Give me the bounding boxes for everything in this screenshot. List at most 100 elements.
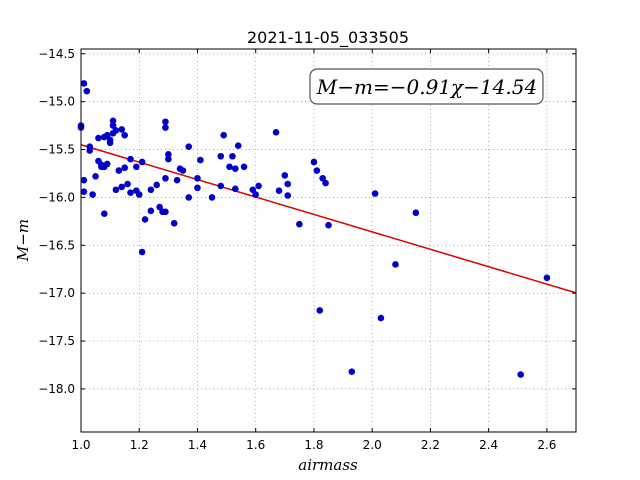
data-point — [255, 182, 262, 190]
data-point — [392, 261, 399, 268]
annotation-box: M−m=−0.91χ−14.54 — [309, 68, 544, 105]
data-point — [118, 126, 126, 133]
data-point — [377, 314, 385, 322]
data-point — [162, 124, 169, 131]
data-point — [115, 167, 123, 174]
data-point — [165, 155, 172, 163]
data-point — [170, 219, 178, 227]
y-tick-label: −15.5 — [38, 143, 75, 157]
data-point — [173, 176, 181, 184]
data-points — [77, 80, 551, 378]
data-point — [83, 87, 91, 95]
data-point — [112, 186, 120, 194]
data-point — [133, 163, 140, 171]
data-point — [103, 131, 111, 139]
data-point — [179, 167, 187, 174]
data-point — [217, 152, 225, 160]
data-point — [281, 172, 289, 179]
data-point — [165, 151, 172, 158]
data-point — [135, 191, 143, 198]
data-point — [124, 180, 131, 188]
data-point — [103, 160, 111, 168]
y-tick-label: −18.0 — [38, 382, 75, 396]
data-point — [185, 143, 193, 150]
data-point — [517, 371, 524, 378]
data-point — [240, 163, 248, 171]
data-point — [106, 139, 114, 147]
data-point — [80, 176, 88, 184]
data-point — [80, 188, 88, 195]
data-point — [284, 192, 292, 199]
data-point — [112, 127, 120, 134]
data-point — [543, 274, 551, 282]
data-point — [138, 158, 146, 166]
plot-area-frame — [80, 48, 577, 433]
data-point — [319, 174, 326, 182]
data-point — [313, 167, 321, 174]
data-point — [92, 173, 99, 180]
axis-ticks — [80, 49, 576, 432]
data-point — [371, 190, 379, 197]
data-point — [100, 210, 108, 217]
data-point — [234, 142, 242, 150]
data-point — [121, 131, 128, 139]
data-point — [109, 122, 117, 129]
data-point — [162, 208, 169, 216]
y-tick-labels: −14.5 −15.0 −15.5 −16.0 −16.5 −17.0 −17.5 −18.0 — [38, 47, 75, 396]
x-tick-label: 2.6 — [537, 438, 556, 452]
x-tick-label: 2.0 — [363, 438, 382, 452]
data-point — [86, 147, 94, 154]
y-tick-label: −17.0 — [38, 286, 75, 300]
x-tick-label: 1.2 — [130, 438, 149, 452]
data-point — [310, 158, 318, 166]
x-tick-label: 1.8 — [304, 438, 323, 452]
data-point — [226, 163, 233, 171]
chart-title: 2021-11-05_033505 — [247, 28, 409, 48]
data-point — [185, 194, 193, 201]
x-tick-label: 1.4 — [188, 438, 207, 452]
fit-equation: M−m=−0.91χ−14.54 — [316, 75, 537, 99]
data-point — [162, 118, 169, 126]
x-tick-label: 2.2 — [421, 438, 440, 452]
x-tick-label: 1.0 — [71, 438, 90, 452]
data-point — [147, 186, 155, 194]
y-tick-label: −15.0 — [38, 95, 75, 109]
data-point — [232, 165, 239, 172]
data-point — [141, 216, 149, 223]
data-point — [118, 183, 126, 191]
data-point — [348, 368, 356, 375]
data-point — [208, 194, 216, 201]
data-point — [109, 117, 117, 125]
data-point — [153, 181, 161, 189]
data-point — [162, 174, 169, 182]
fit-line-group — [80, 144, 577, 294]
data-point — [127, 155, 134, 163]
x-tick-labels: 1.0 1.2 1.4 1.6 1.8 2.0 2.2 2.4 2.6 — [71, 438, 556, 452]
data-point — [275, 187, 283, 195]
x-tick-label: 2.4 — [479, 438, 498, 452]
data-point — [232, 185, 239, 193]
data-point — [121, 164, 128, 172]
data-point — [194, 184, 201, 192]
data-point — [95, 134, 102, 142]
data-point — [316, 307, 324, 314]
x-axis-label: airmass — [298, 456, 358, 474]
fit-line — [80, 144, 577, 294]
data-point — [325, 221, 332, 229]
data-point — [272, 129, 280, 136]
y-tick-label: −16.5 — [38, 238, 75, 252]
data-point — [80, 80, 88, 87]
data-point — [220, 131, 227, 139]
y-tick-label: −16.0 — [38, 190, 75, 204]
data-point — [89, 191, 96, 198]
data-point — [197, 156, 204, 164]
data-point — [127, 189, 134, 196]
data-point — [156, 203, 163, 211]
data-point — [412, 209, 420, 217]
y-tick-label: −17.5 — [38, 334, 75, 348]
x-tick-label: 1.6 — [246, 438, 265, 452]
y-axis-label: M−m — [14, 219, 32, 262]
data-point — [217, 182, 225, 190]
y-tick-label: −14.5 — [38, 47, 75, 61]
